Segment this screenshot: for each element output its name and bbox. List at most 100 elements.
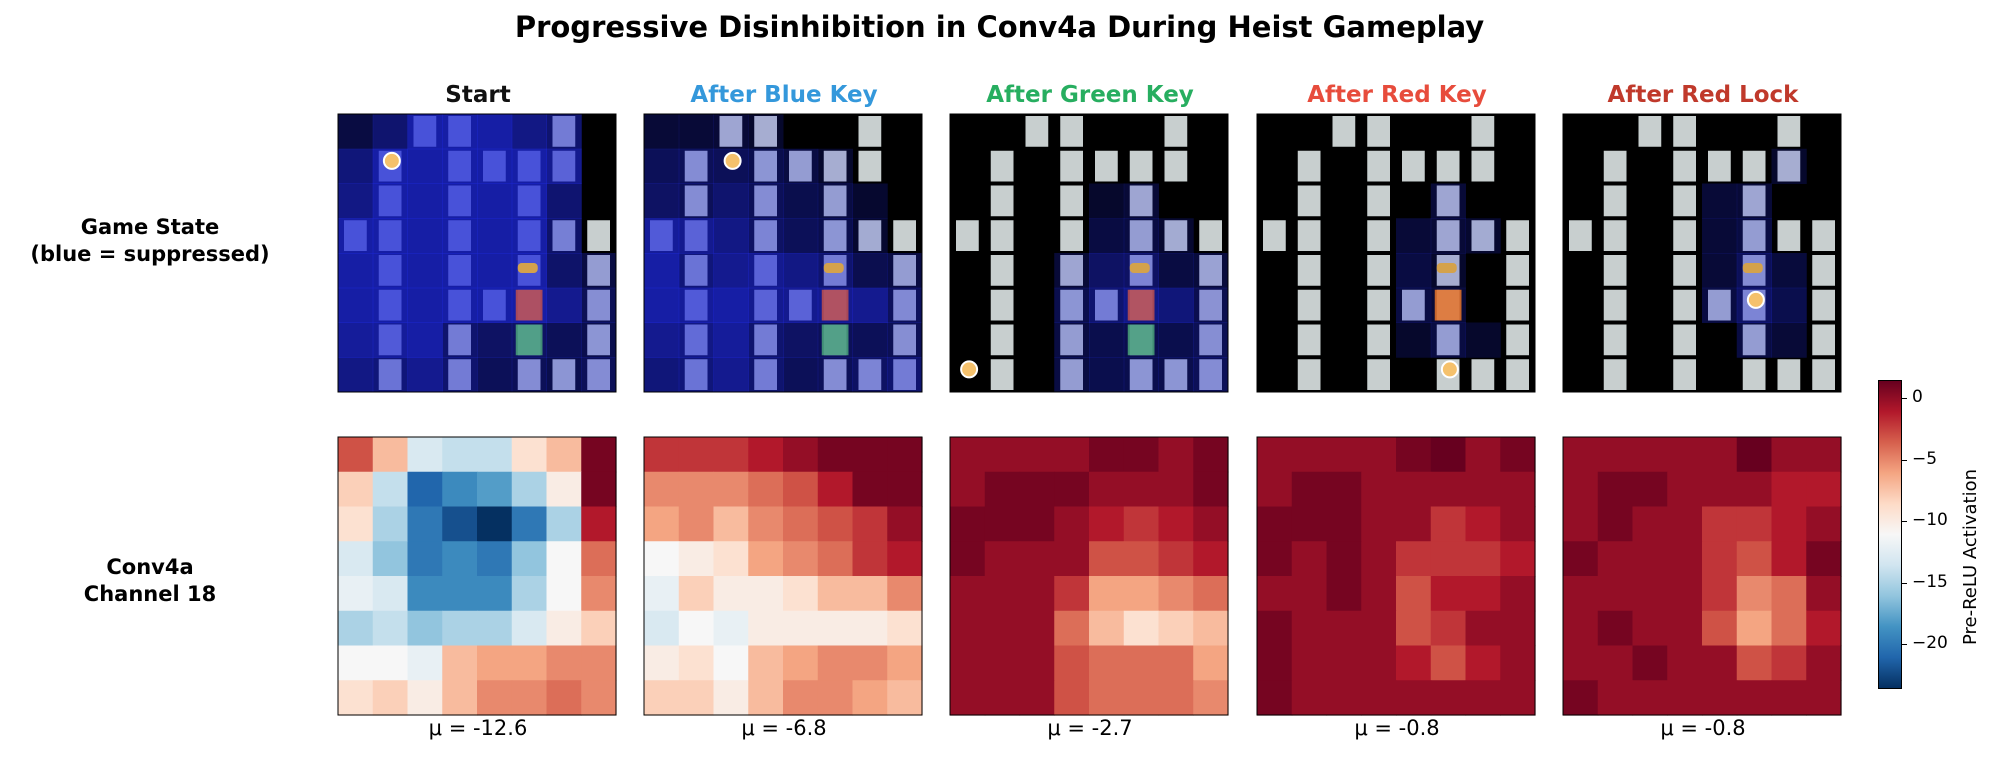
heatmap-cell	[1806, 576, 1842, 612]
heatmap-cell	[372, 471, 409, 508]
heatmap-cell	[887, 471, 923, 508]
heatmap-cell	[1291, 506, 1328, 542]
heatmap-cell	[1054, 506, 1090, 542]
heatmap-cell	[1089, 680, 1125, 716]
heatmap-cell	[581, 506, 617, 542]
heatmap-cell	[817, 610, 854, 647]
heatmap-cell	[1291, 680, 1328, 716]
heatmap-cell	[442, 610, 478, 647]
heatmap-cell	[984, 576, 1021, 612]
mean-label-red-lock: μ = -0.8	[1660, 716, 1746, 740]
heatmap-cell	[546, 541, 582, 577]
game-state-0	[337, 113, 617, 393]
heatmap-cell	[1089, 576, 1125, 612]
heatmap-cell	[1089, 610, 1125, 647]
heatmap-cell	[1158, 506, 1194, 542]
heatmap-cell	[748, 506, 784, 542]
heatmap-cell	[546, 645, 582, 681]
green-lock-icon	[1127, 324, 1155, 356]
heatmap-cell	[1089, 471, 1125, 508]
heatmap-cell	[1054, 437, 1090, 473]
heatmap-cell	[852, 506, 888, 542]
heatmap-cell	[1563, 437, 1599, 473]
heatmap-cell	[1667, 610, 1703, 647]
heatmap-cell	[1326, 471, 1362, 508]
heatmap-cell	[783, 541, 819, 577]
heatmap-cell	[1361, 576, 1397, 612]
heatmap-cell	[1193, 576, 1229, 612]
heatmap-cell	[581, 437, 617, 473]
heatmap-cell	[1396, 437, 1432, 473]
heatmap-cell	[1500, 506, 1536, 542]
heatmap-cell	[1500, 471, 1536, 508]
heatmap-cell	[1632, 541, 1668, 577]
mean-label-red-key: μ = -0.8	[1354, 716, 1440, 740]
heatmap-cell	[713, 541, 749, 577]
heatmap-cell	[1361, 437, 1397, 473]
heatmap-cell	[407, 541, 443, 577]
heatmap-cell	[783, 437, 819, 473]
heatmap-cell	[713, 506, 749, 542]
heatmap-cell	[1123, 471, 1160, 508]
heatmap-cell	[407, 471, 443, 508]
heatmap-cell	[1667, 471, 1703, 508]
heatmap-cell	[748, 680, 784, 716]
mean-label-green-key: μ = -2.7	[1047, 716, 1133, 740]
heatmap-cell	[984, 645, 1021, 681]
column-title-green-key: After Green Key	[986, 82, 1194, 108]
heatmap-cell	[1291, 610, 1328, 647]
heatmap-cell	[477, 541, 513, 577]
colorbar-tick-mark	[1901, 644, 1907, 646]
heatmap-0	[337, 436, 617, 716]
heatmap-cell	[1193, 680, 1229, 716]
heatmap-cell	[678, 471, 715, 508]
heatmap-cell	[852, 576, 888, 612]
heatmap-cell	[1667, 576, 1703, 612]
column-title-start: Start	[445, 82, 511, 108]
agent-icon	[723, 151, 742, 170]
heatmap-cell	[1257, 437, 1293, 473]
heatmap-cell	[372, 541, 409, 577]
heatmap-cell	[1257, 645, 1293, 681]
heatmap-cell	[1123, 645, 1160, 681]
game-state-2	[949, 113, 1229, 393]
heatmap-cell	[1771, 645, 1807, 681]
heatmap-cell	[1500, 576, 1536, 612]
heatmap-cell	[1291, 576, 1328, 612]
heatmap-cell	[852, 680, 888, 716]
heatmap-cell	[372, 576, 409, 612]
heatmap-cell	[477, 471, 513, 508]
heatmap-cell	[1193, 541, 1229, 577]
colorbar-tick-mark	[1901, 398, 1907, 400]
colorbar-label: Pre-ReLU Activation	[1960, 468, 1981, 645]
heatmap-cell	[1019, 471, 1055, 508]
game-frame	[1256, 113, 1536, 393]
heatmap-cell	[887, 541, 923, 577]
heatmap-cell	[407, 506, 443, 542]
heatmap-frame	[337, 436, 617, 716]
heatmap-cell	[852, 471, 888, 508]
heatmap-cell	[1326, 610, 1362, 647]
heatmap-cell	[1597, 471, 1634, 508]
heatmap-cell	[852, 645, 888, 681]
heatmap-cell	[1500, 645, 1536, 681]
heatmap-cell	[1396, 506, 1432, 542]
row-label-game-line1: Game State	[80, 215, 220, 239]
heatmap-cell	[1667, 506, 1703, 542]
heatmap-cell	[1771, 610, 1807, 647]
heatmap-cell	[1430, 541, 1467, 577]
heatmap-cell	[477, 680, 513, 716]
heatmap-cell	[783, 471, 819, 508]
row-label-game-state: Game State (blue = suppressed)	[0, 214, 300, 268]
heatmap-cell	[511, 471, 548, 508]
agent-icon	[382, 151, 401, 170]
heatmap-frame	[1562, 436, 1842, 716]
heatmap-cell	[1123, 541, 1160, 577]
game-frame	[337, 113, 617, 393]
red-lock-icon	[515, 289, 543, 321]
heatmap-cell	[713, 576, 749, 612]
heatmap-cell	[1736, 541, 1773, 577]
heatmap-cell	[1257, 576, 1293, 612]
